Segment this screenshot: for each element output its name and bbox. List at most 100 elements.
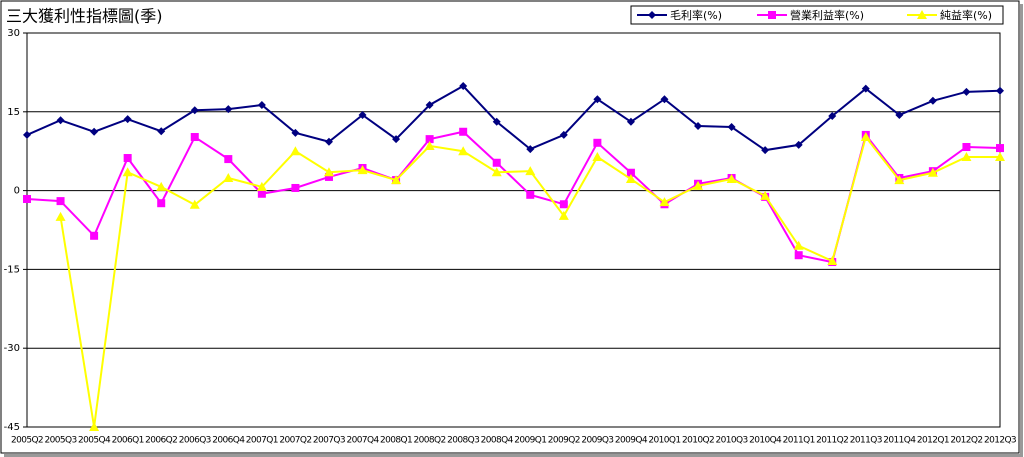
x-tick-label: 2006Q2 bbox=[145, 436, 177, 446]
marker bbox=[995, 151, 1005, 161]
x-tick-label: 2006Q4 bbox=[212, 436, 245, 446]
marker bbox=[593, 138, 602, 147]
chart-title: 三大獲利性指標圖(季) bbox=[6, 7, 163, 26]
marker bbox=[156, 181, 167, 191]
marker bbox=[761, 146, 770, 155]
marker bbox=[56, 197, 65, 206]
x-tick-label: 2008Q4 bbox=[481, 436, 514, 446]
marker bbox=[157, 199, 166, 208]
marker bbox=[424, 140, 435, 150]
y-tick-label: -45 bbox=[4, 422, 20, 433]
y-tick-label: 0 bbox=[14, 186, 20, 197]
marker bbox=[190, 133, 199, 142]
y-tick-label: 15 bbox=[7, 107, 20, 118]
marker bbox=[90, 127, 99, 136]
x-tick-label: 2008Q3 bbox=[447, 436, 479, 446]
marker bbox=[693, 180, 704, 190]
marker bbox=[291, 128, 300, 137]
marker bbox=[357, 165, 368, 175]
marker bbox=[189, 199, 200, 209]
marker bbox=[459, 127, 468, 136]
x-tick-label: 2007Q2 bbox=[279, 436, 311, 446]
marker bbox=[928, 96, 937, 105]
x-tick-label: 2012Q3 bbox=[984, 436, 1016, 446]
marker bbox=[425, 100, 434, 109]
marker bbox=[323, 167, 334, 177]
marker bbox=[55, 211, 66, 221]
marker bbox=[558, 210, 569, 220]
x-tick-label: 2007Q1 bbox=[246, 436, 278, 446]
legend-label: 毛利率(%) bbox=[670, 8, 722, 22]
marker bbox=[895, 110, 904, 119]
marker bbox=[660, 95, 669, 104]
marker bbox=[768, 11, 776, 19]
x-tick-label: 2009Q3 bbox=[581, 436, 613, 446]
marker bbox=[123, 154, 132, 163]
marker bbox=[458, 146, 469, 156]
x-tick-label: 2007Q3 bbox=[313, 436, 345, 446]
legend-box bbox=[630, 5, 1004, 25]
marker bbox=[625, 174, 636, 184]
y-tick-label: -15 bbox=[4, 264, 20, 275]
marker bbox=[794, 140, 803, 149]
marker bbox=[257, 100, 266, 109]
marker bbox=[694, 121, 703, 130]
legend-label: 營業利益率(%) bbox=[790, 8, 864, 22]
marker bbox=[391, 175, 402, 185]
marker bbox=[794, 251, 803, 260]
x-tick-label: 2010Q4 bbox=[749, 436, 782, 446]
marker bbox=[56, 116, 65, 125]
x-tick-label: 2012Q1 bbox=[917, 436, 949, 446]
x-tick-label: 2010Q2 bbox=[682, 436, 714, 446]
marker bbox=[425, 135, 434, 144]
legend: 毛利率(%) 營業利益率(%) 純益率(%) bbox=[630, 5, 1004, 25]
marker bbox=[492, 117, 501, 126]
x-tick-label: 2005Q4 bbox=[78, 436, 111, 446]
marker bbox=[962, 142, 971, 151]
marker bbox=[626, 117, 635, 126]
marker bbox=[593, 95, 602, 104]
marker bbox=[961, 151, 972, 161]
marker bbox=[257, 189, 266, 198]
marker bbox=[392, 135, 401, 144]
marker bbox=[358, 110, 367, 119]
x-tick-label: 2006Q1 bbox=[112, 436, 144, 446]
x-tick-label: 2005Q3 bbox=[44, 436, 76, 446]
x-tick-label: 2010Q3 bbox=[716, 436, 748, 446]
marker bbox=[224, 155, 233, 164]
x-tick-label: 2008Q1 bbox=[380, 436, 412, 446]
x-tick-label: 2010Q1 bbox=[648, 436, 680, 446]
y-tick-label: 30 bbox=[7, 28, 20, 39]
x-tick-label: 2011Q2 bbox=[816, 436, 848, 446]
x-tick-label: 2009Q1 bbox=[514, 436, 546, 446]
marker bbox=[224, 105, 233, 114]
marker bbox=[860, 132, 871, 142]
marker bbox=[927, 167, 938, 177]
marker bbox=[592, 151, 603, 161]
marker bbox=[996, 86, 1004, 95]
marker bbox=[190, 106, 199, 115]
frame-shadow bbox=[4, 454, 1023, 457]
marker bbox=[459, 82, 468, 91]
x-tick-label: 2011Q3 bbox=[850, 436, 882, 446]
marker bbox=[626, 168, 635, 177]
marker bbox=[491, 167, 502, 177]
frame-shadow bbox=[1020, 4, 1023, 455]
marker bbox=[492, 158, 501, 167]
marker bbox=[157, 127, 166, 136]
marker bbox=[861, 84, 870, 93]
marker bbox=[917, 10, 927, 19]
marker bbox=[962, 87, 971, 96]
marker bbox=[726, 174, 737, 184]
marker bbox=[559, 130, 568, 139]
x-tick-label: 2008Q2 bbox=[414, 436, 446, 446]
marker bbox=[256, 181, 267, 191]
marker bbox=[123, 115, 132, 124]
marker bbox=[648, 11, 656, 19]
marker bbox=[324, 137, 333, 146]
marker bbox=[290, 146, 301, 156]
x-tick-label: 2007Q4 bbox=[346, 436, 379, 446]
plot-area bbox=[26, 32, 1001, 428]
